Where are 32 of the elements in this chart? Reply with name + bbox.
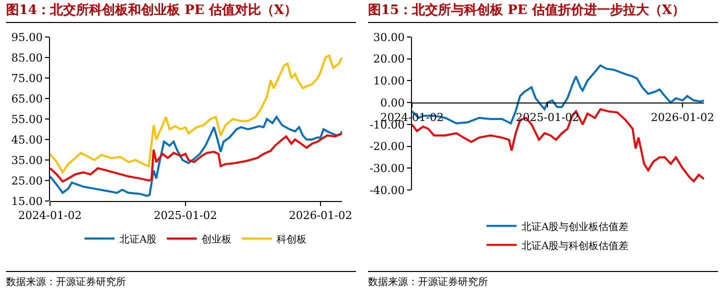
legend-label: 科创板 xyxy=(276,233,307,246)
x-tick-label: 2026-01-02 xyxy=(650,110,714,124)
y-tick-label: 0.00 xyxy=(380,96,405,110)
y-tick-label: 35.00 xyxy=(11,154,43,167)
legend-label: 北证A股与创业板估值差 xyxy=(522,220,629,233)
y-tick-label: 25.00 xyxy=(11,174,43,188)
x-tick-label: 2026-01-02 xyxy=(288,209,352,222)
y-tick-label: -30.00 xyxy=(370,162,405,175)
chart-title: 图14：北交所科创板和创业板 PE 估值对比（X） xyxy=(6,0,356,23)
y-tick-label: 45.00 xyxy=(11,133,43,146)
x-tick-label: 2025-01-02 xyxy=(154,209,218,222)
line-series xyxy=(50,54,342,174)
y-tick-label: 10.00 xyxy=(373,74,405,88)
x-tick-label: 2024-01-02 xyxy=(18,209,82,222)
y-tick-label: 95.00 xyxy=(11,30,43,44)
y-tick-label: 55.00 xyxy=(11,112,43,126)
line-series xyxy=(50,116,342,197)
y-tick-label: -40.00 xyxy=(370,184,405,197)
y-tick-label: 15.00 xyxy=(11,194,43,208)
source-note: 数据来源：开源证券研究所 xyxy=(368,276,489,290)
y-tick-label: 75.00 xyxy=(11,72,43,85)
legend-label: 北证A股 xyxy=(120,233,157,246)
y-tick-label: 30.00 xyxy=(373,30,405,44)
y-tick-label: 20.00 xyxy=(373,52,405,66)
line-series xyxy=(50,132,342,183)
chart-title: 图15：北交所与科创板 PE 估值折价进一步拉大（X） xyxy=(368,0,718,23)
source-note: 数据来源：开源证券研究所 xyxy=(6,276,127,290)
y-tick-label: 65.00 xyxy=(11,92,43,106)
y-tick-label: -20.00 xyxy=(370,140,405,154)
legend-label: 北证A股与科创板估值差 xyxy=(522,240,629,252)
legend-label: 创业板 xyxy=(202,233,232,246)
y-tick-label: 85.00 xyxy=(11,51,43,64)
